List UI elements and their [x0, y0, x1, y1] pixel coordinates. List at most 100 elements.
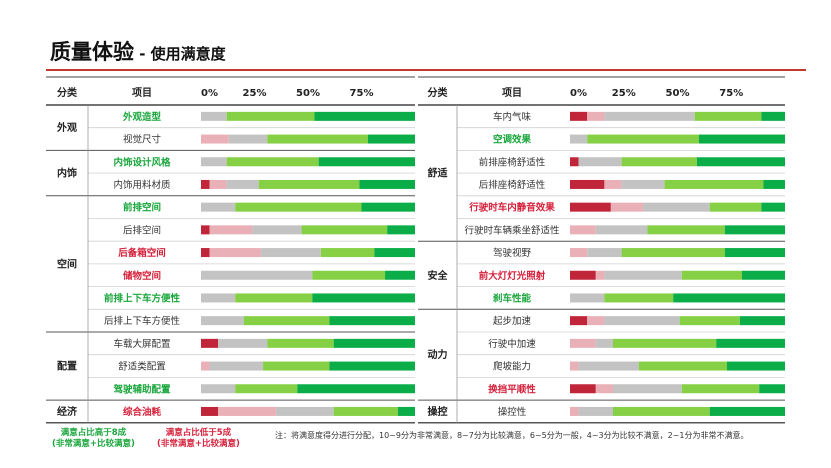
item-label: 视觉尺寸: [123, 134, 162, 146]
bar-segment: [724, 248, 785, 258]
axis-tick-label: 75%: [350, 88, 374, 99]
bar-segment: [267, 134, 368, 144]
bar-segment: [761, 202, 785, 212]
legend-high-satisfaction: 满意占比高于8成 (非常满意+比较满意): [52, 428, 135, 450]
bar-segment: [263, 361, 330, 371]
title-separator: -: [134, 45, 151, 63]
bar-segment: [587, 134, 699, 144]
bar-segment: [201, 270, 313, 280]
bar-segment: [621, 157, 697, 167]
bar-segment: [570, 134, 588, 144]
item-label: 驾驶视野: [493, 247, 532, 259]
bar-segment: [578, 157, 622, 167]
bar-segment: [759, 384, 785, 394]
bar-segment: [681, 270, 742, 280]
bar-segment: [621, 179, 665, 189]
category-label: 经济: [57, 405, 78, 418]
category-label: 动力: [428, 348, 448, 361]
bar-segment: [201, 338, 219, 348]
header-category-label: 分类: [57, 86, 77, 99]
header-item-label: 项目: [132, 87, 152, 99]
footnote: 注：将满意度得分进行分配，10~9分为非常满意，8~7分为比较满意，6~5分为一…: [275, 431, 749, 440]
axis-tick-label: 0%: [201, 88, 218, 99]
item-label: 后备箱空间: [118, 247, 166, 259]
bar-segment: [604, 111, 695, 121]
bar-segment: [201, 293, 236, 303]
bar-segment: [329, 361, 415, 371]
bar-segment: [570, 316, 588, 326]
legend-low-line2: (非常满意+比较满意): [157, 439, 240, 449]
item-label: 前排上下车方便性: [104, 292, 181, 304]
category-label: 配置: [57, 361, 77, 373]
bar-segment: [673, 293, 785, 303]
bar-segment: [696, 157, 785, 167]
bar-segment: [201, 157, 227, 167]
bar-segment: [613, 338, 717, 348]
bar-segment: [679, 316, 740, 326]
bar-segment: [664, 179, 764, 189]
axis-tick-label: 50%: [666, 88, 690, 99]
item-label: 后排上下车方便性: [104, 315, 181, 327]
bar-segment: [201, 384, 236, 394]
bar-segment: [260, 248, 321, 258]
bar-segment: [252, 225, 302, 235]
bar-segment: [201, 134, 229, 144]
header-item-label: 项目: [502, 87, 522, 99]
bar-segment: [604, 179, 622, 189]
item-label: 操控性: [498, 406, 527, 418]
bar-segment: [275, 406, 334, 416]
item-label: 行驶时车内静音效果: [468, 202, 555, 214]
bar-segment: [201, 179, 210, 189]
category-label: 空间: [57, 257, 77, 270]
bar-segment: [604, 293, 674, 303]
bar-segment: [595, 270, 605, 280]
title-rule: [46, 69, 806, 71]
item-label: 后排空间: [123, 224, 161, 236]
bar-segment: [201, 406, 219, 416]
item-label: 内饰用料材质: [113, 179, 171, 191]
axis-tick-label: 0%: [570, 88, 587, 99]
item-label: 爬坡能力: [493, 361, 531, 373]
bar-segment: [258, 179, 360, 189]
item-label: 储物空间: [123, 270, 161, 282]
bar-segment: [647, 225, 725, 235]
item-label: 起步加速: [493, 316, 532, 327]
item-label: 前排座椅舒适性: [479, 156, 546, 168]
category-label: 安全: [428, 269, 449, 282]
bar-segment: [570, 270, 596, 280]
bar-segment: [301, 225, 388, 235]
legend-low-line1: 满意占比低于5成: [165, 428, 232, 438]
bar-segment: [267, 338, 334, 348]
bar-segment: [201, 111, 227, 121]
bar-segment: [243, 316, 330, 326]
bar-segment: [333, 406, 398, 416]
category-label: 操控: [428, 405, 448, 418]
bar-segment: [218, 406, 276, 416]
bar-segment: [570, 179, 605, 189]
bar-segment: [604, 316, 680, 326]
legend-high-line1: 满意占比高于8成: [60, 428, 127, 438]
bar-segment: [320, 248, 375, 258]
legend-low-satisfaction: 满意占比低于5成 (非常满意+比较满意): [157, 428, 240, 450]
item-label: 外观造型: [122, 111, 162, 123]
bar-segment: [587, 111, 605, 121]
bar-segment: [570, 338, 596, 348]
bar-segment: [570, 361, 579, 371]
bar-segment: [643, 202, 710, 212]
bar-segment: [297, 384, 415, 394]
bar-segment: [209, 179, 227, 189]
bar-segment: [610, 202, 644, 212]
bar-segment: [587, 316, 605, 326]
bar-segment: [595, 338, 613, 348]
bar-segment: [570, 157, 579, 167]
bar-segment: [318, 157, 415, 167]
bar-segment: [570, 384, 596, 394]
bar-segment: [374, 248, 415, 258]
item-label: 内饰设计风格: [113, 156, 171, 168]
bar-segment: [681, 384, 760, 394]
bar-segment: [761, 111, 785, 121]
bar-segment: [739, 316, 785, 326]
bar-segment: [709, 406, 785, 416]
header-category-label: 分类: [428, 86, 448, 99]
